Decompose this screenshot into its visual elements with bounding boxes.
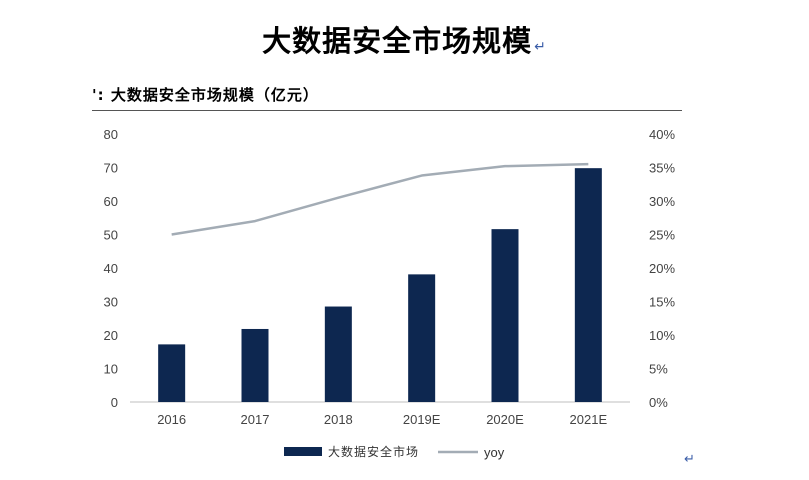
caption-divider	[92, 110, 682, 111]
left-axis-tick-label: 20	[104, 328, 118, 343]
document-title: 大数据安全市场规模 ↵	[0, 18, 809, 60]
trailing-return-mark-icon: ↵	[684, 452, 695, 467]
bar-2016	[158, 344, 186, 402]
left-axis-tick-label: 50	[104, 228, 118, 243]
x-axis-tick-label: 2018	[324, 412, 353, 427]
legend-label-line: yoy	[484, 445, 505, 460]
right-axis-tick-label: 5%	[649, 362, 668, 377]
x-axis-tick-label: 2021E	[570, 412, 608, 427]
yoy-line	[171, 162, 589, 236]
x-axis-tick-label: 2019E	[403, 412, 441, 427]
left-axis-tick-label: 40	[104, 261, 118, 276]
left-axis-tick-label: 60	[104, 194, 118, 209]
right-axis-tick-label: 15%	[649, 295, 675, 310]
right-axis-tick-label: 10%	[649, 328, 675, 343]
right-axis-tick-label: 25%	[649, 228, 675, 243]
legend-swatch-bar	[284, 447, 322, 456]
left-axis-tick-label: 70	[104, 161, 118, 176]
left-axis-tick-label: 10	[104, 362, 118, 377]
bar-2020E	[491, 229, 519, 402]
bar-2021E	[574, 168, 602, 402]
bar-2017	[241, 328, 269, 402]
right-axis-tick-label: 30%	[649, 194, 675, 209]
right-axis-tick-label: 35%	[649, 161, 675, 176]
bar-2019E	[408, 274, 436, 402]
x-axis-tick-label: 2020E	[486, 412, 524, 427]
left-axis-tick-label: 80	[104, 127, 118, 142]
right-axis-tick-label: 40%	[649, 127, 675, 142]
left-axis-tick-label: 30	[104, 295, 118, 310]
right-axis-tick-label: 0%	[649, 395, 668, 410]
legend-label-bar: 大数据安全市场	[328, 444, 419, 459]
figure-caption: ': 大数据安全市场规模（亿元）	[92, 86, 319, 104]
document-title-text: 大数据安全市场规模	[262, 24, 533, 58]
x-axis-tick-label: 2017	[241, 412, 270, 427]
x-axis-tick-label: 2016	[157, 412, 186, 427]
return-mark-icon: ↵	[534, 39, 547, 55]
right-axis-tick-label: 20%	[649, 261, 675, 276]
bar-2018	[324, 306, 352, 402]
left-axis-tick-label: 0	[111, 395, 118, 410]
